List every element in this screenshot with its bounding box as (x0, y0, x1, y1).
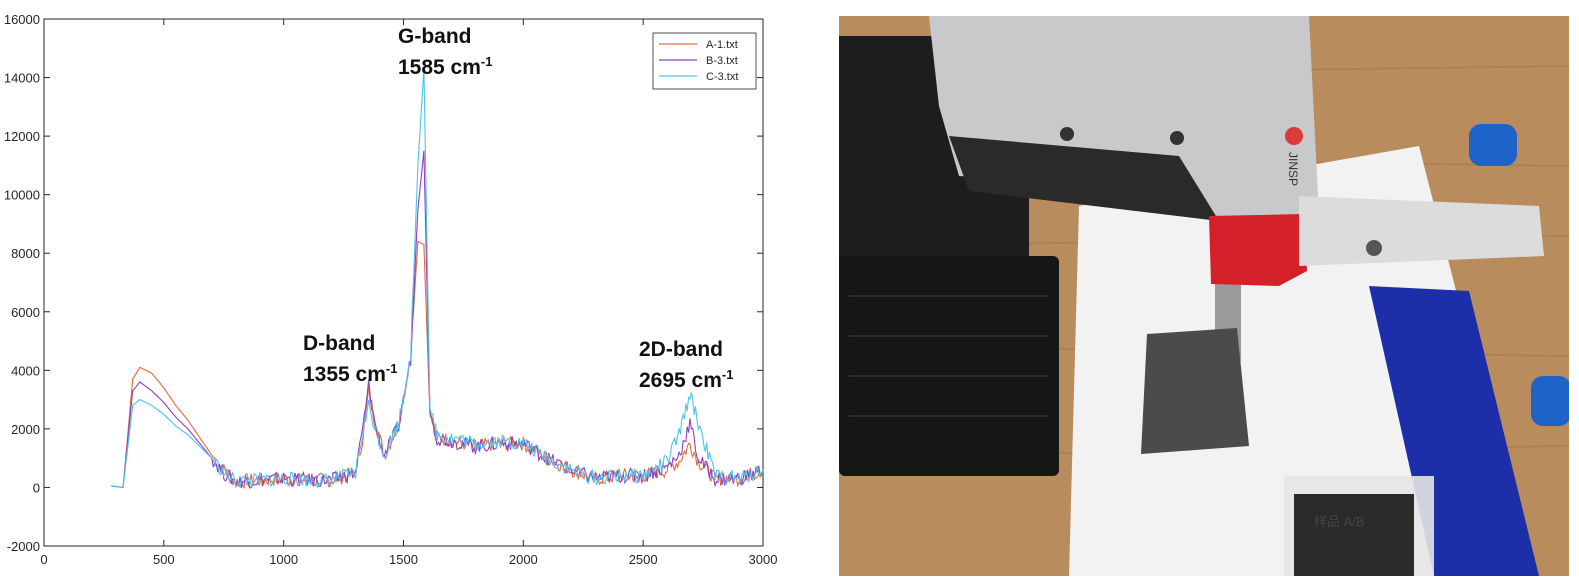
series-line-3 (111, 68, 764, 489)
photo-illustration: JINSP 样品 A/B (839, 16, 1569, 576)
x-tick-label: 1500 (389, 552, 418, 567)
2d-band-wavenumber: 2695 cm-1 (639, 367, 733, 392)
blue-knob-right (1531, 376, 1569, 426)
legend-box (652, 32, 757, 90)
y-tick-label: 10000 (4, 188, 40, 203)
housing-hole-2 (1170, 131, 1184, 145)
plot-area (43, 18, 764, 547)
graphite-sample (1141, 328, 1249, 454)
clamp-arm (1299, 196, 1544, 266)
y-tick-label: 6000 (11, 305, 40, 320)
x-tick-label: 0 (40, 552, 47, 567)
y-tick-label: 12000 (4, 129, 40, 144)
bag-label: 样品 A/B (1314, 514, 1365, 529)
x-tick-label: 3000 (749, 552, 778, 567)
x-axis: 0 500 1000 1500 2000 2500 3000 (40, 19, 777, 567)
d-band-label: D-band (303, 332, 375, 355)
foam-block-front (839, 256, 1059, 476)
g-band-wavenumber: 1585 cm-1 (398, 54, 492, 79)
blue-knob-top (1469, 124, 1517, 166)
d-band-wavenumber: 1355 cm-1 (303, 361, 397, 386)
logo-mark-icon (1285, 127, 1303, 145)
x-tick-label: 2500 (629, 552, 658, 567)
y-tick-label: 14000 (4, 71, 40, 86)
2d-band-label: 2D-band (639, 338, 723, 361)
legend-label-3: C-3.txt (706, 71, 738, 83)
x-tick-label: 2000 (509, 552, 538, 567)
housing-hole-1 (1060, 127, 1074, 141)
y-tick-label: 4000 (11, 363, 40, 378)
clamp-screw (1366, 240, 1382, 256)
y-tick-label: 8000 (11, 246, 40, 261)
y-axis: -2000 0 2000 4000 6000 8000 10000 12000 14000 160… (4, 12, 763, 554)
y-tick-label: 16000 (4, 12, 40, 27)
x-tick-label: 500 (153, 552, 175, 567)
legend-label-1: A-1.txt (706, 39, 738, 51)
series-line-2 (111, 150, 764, 489)
chart-svg: -200002000400060008000100001200014000160… (4, 12, 778, 567)
y-tick-label: 0 (33, 480, 40, 495)
instrument-photo: JINSP 样品 A/B (839, 16, 1569, 576)
legend-label-2: B-3.txt (706, 55, 738, 67)
raman-spectrum-chart: -2000 0 2000 4000 6000 8000 10000 12000 14000 160… (4, 12, 778, 567)
annotations: G-band 1585 cm-1 D-band 1355 cm-1 2D-band 269… (303, 25, 733, 392)
housing-logo: JINSP (1285, 127, 1303, 186)
red-collar (1209, 214, 1307, 286)
g-band-label: G-band (398, 25, 472, 48)
foam-texture (849, 295, 1049, 417)
x-tick-label: 1000 (269, 552, 298, 567)
probe-housing-shadow (949, 136, 1219, 221)
y-tick-label: 2000 (11, 422, 40, 437)
blue-tray (1369, 286, 1539, 576)
bag-sample (1294, 494, 1414, 576)
housing-logo-text: JINSP (1286, 152, 1300, 186)
legend: A-1.txt B-3.txt C-3.txt (652, 32, 757, 90)
y-tick-label: -2000 (7, 539, 40, 554)
series-layer (111, 68, 764, 490)
